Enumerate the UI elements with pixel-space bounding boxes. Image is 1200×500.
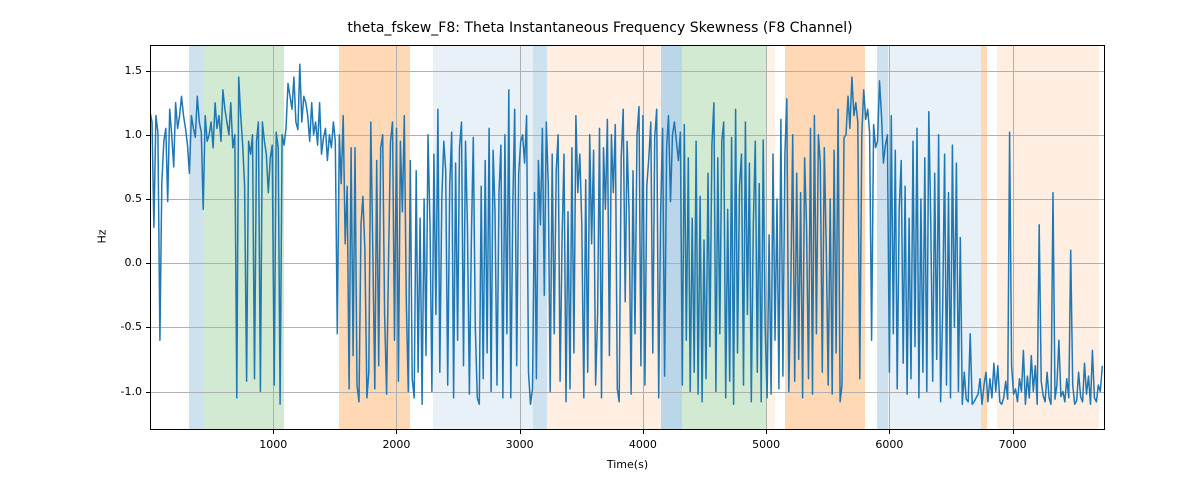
- x-tick-mark: [520, 430, 521, 434]
- chart-title: theta_fskew_F8: Theta Instantaneous Freq…: [0, 20, 1200, 36]
- y-tick-mark: [146, 71, 150, 72]
- y-tick-label: 0.0: [102, 256, 142, 269]
- y-axis-label: Hz: [96, 229, 109, 243]
- x-tick-label: 4000: [613, 438, 673, 451]
- y-tick-mark: [146, 327, 150, 328]
- x-tick-label: 2000: [366, 438, 426, 451]
- x-tick-label: 5000: [736, 438, 796, 451]
- y-tick-label: 1.0: [102, 128, 142, 141]
- plot-area: [150, 45, 1105, 430]
- y-tick-mark: [146, 135, 150, 136]
- y-tick-label: 0.5: [102, 192, 142, 205]
- y-tick-mark: [146, 263, 150, 264]
- x-tick-mark: [396, 430, 397, 434]
- y-tick-label: 1.5: [102, 64, 142, 77]
- y-tick-label: -0.5: [102, 320, 142, 333]
- chart-container: theta_fskew_F8: Theta Instantaneous Freq…: [0, 0, 1200, 500]
- x-tick-label: 7000: [983, 438, 1043, 451]
- series-line: [150, 45, 1105, 430]
- y-tick-label: -1.0: [102, 385, 142, 398]
- x-tick-mark: [889, 430, 890, 434]
- y-tick-mark: [146, 392, 150, 393]
- x-tick-label: 3000: [490, 438, 550, 451]
- x-tick-mark: [643, 430, 644, 434]
- x-axis-label: Time(s): [150, 458, 1105, 471]
- x-tick-label: 1000: [243, 438, 303, 451]
- x-tick-mark: [766, 430, 767, 434]
- x-tick-mark: [273, 430, 274, 434]
- x-tick-mark: [1013, 430, 1014, 434]
- x-tick-label: 6000: [859, 438, 919, 451]
- y-tick-mark: [146, 199, 150, 200]
